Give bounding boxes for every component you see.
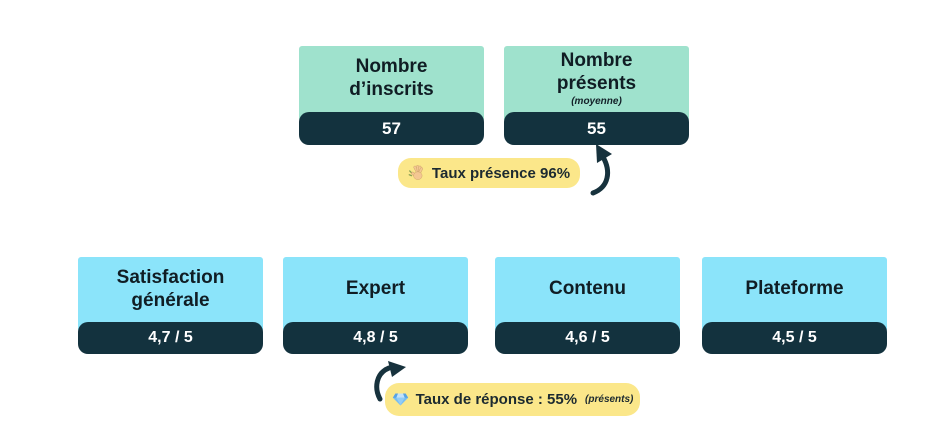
score-card-plateforme-title: Plateforme [745, 278, 844, 300]
stat-card-inscrits-header: Nombre d’inscrits [299, 46, 484, 122]
stat-card-presents-value-panel: 55 [504, 112, 689, 145]
score-card-satisfaction-value-panel: 4,7 / 5 [78, 322, 263, 354]
score-card-expert-value-panel: 4,8 / 5 [283, 322, 468, 354]
response-rate-label: Taux de réponse : 55% [415, 391, 578, 408]
score-card-satisfaction-value: 4,7 / 5 [148, 329, 193, 346]
stat-card-inscrits-title: Nombre d’inscrits [349, 56, 434, 100]
response-rate-note: (présents) [585, 394, 634, 405]
stat-card-presents-header: Nombre présents (moyenne) [504, 46, 689, 122]
score-card-contenu: Contenu 4,6 / 5 [495, 257, 680, 354]
stat-card-presents-value: 55 [587, 118, 606, 138]
score-card-contenu-title: Contenu [548, 278, 627, 300]
score-card-expert-header: Expert [283, 257, 468, 332]
stat-card-inscrits-value: 57 [382, 118, 401, 138]
score-card-contenu-value: 4,6 / 5 [565, 329, 610, 346]
stat-card-presents: Nombre présents (moyenne) 55 [504, 46, 689, 145]
curved-arrow-up-icon [590, 144, 612, 196]
score-card-satisfaction: Satisfaction générale 4,7 / 5 [78, 257, 263, 354]
score-card-contenu-value-panel: 4,6 / 5 [495, 322, 680, 354]
score-card-plateforme: Plateforme 4,5 / 5 [702, 257, 887, 354]
stat-card-inscrits: Nombre d’inscrits 57 [299, 46, 484, 145]
stat-card-presents-title: Nombre présents [556, 49, 637, 94]
score-card-satisfaction-title: Satisfaction générale [116, 266, 225, 311]
gem-icon [392, 391, 409, 408]
curved-arrow-up-right-icon [374, 361, 406, 402]
score-card-expert-title: Expert [345, 278, 406, 300]
score-card-expert-value: 4,8 / 5 [353, 329, 398, 346]
clap-icon [408, 164, 425, 182]
score-card-plateforme-value: 4,5 / 5 [772, 329, 817, 346]
stat-card-inscrits-value-panel: 57 [299, 112, 484, 145]
score-card-satisfaction-header: Satisfaction générale [78, 257, 263, 332]
stat-card-presents-subtitle: (moyenne) [571, 96, 622, 108]
response-rate-badge: Taux de réponse : 55% (présents) [385, 383, 640, 416]
score-card-expert: Expert 4,8 / 5 [283, 257, 468, 354]
score-card-contenu-header: Contenu [495, 257, 680, 332]
presence-rate-label: Taux présence 96% [431, 164, 571, 182]
score-card-plateforme-header: Plateforme [702, 257, 887, 332]
presence-rate-badge: Taux présence 96% [398, 158, 580, 188]
score-card-plateforme-value-panel: 4,5 / 5 [702, 322, 887, 354]
